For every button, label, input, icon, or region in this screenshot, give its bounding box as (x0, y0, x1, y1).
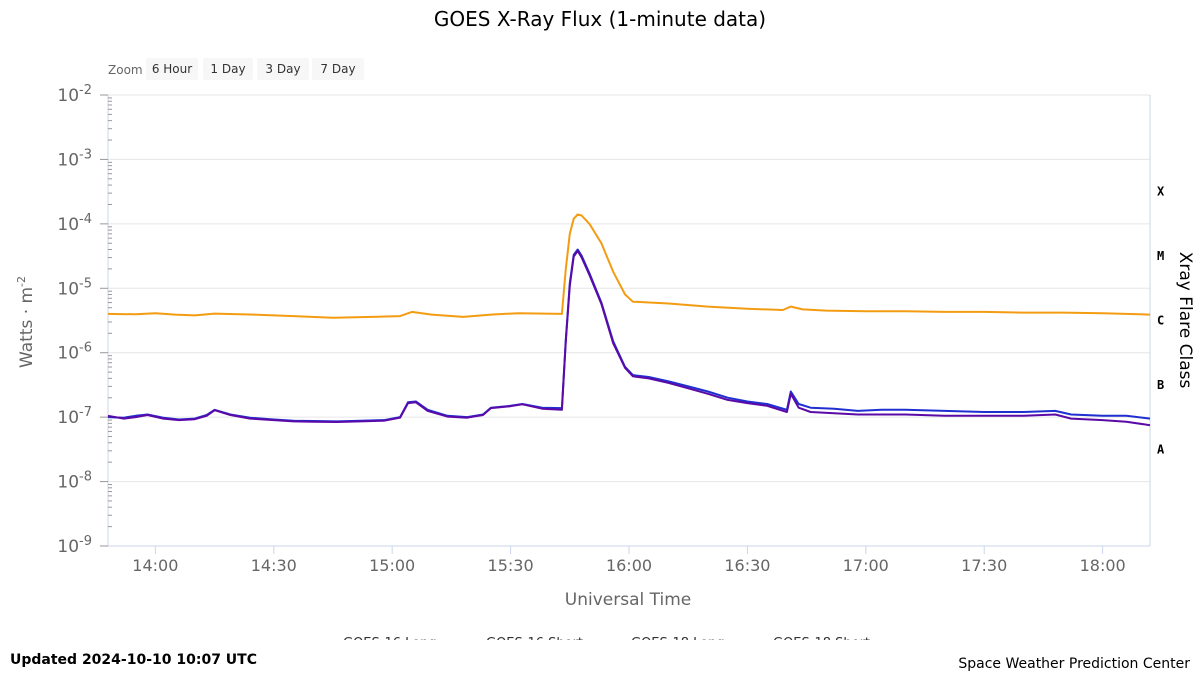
y-tick-exponent: -5 (79, 276, 92, 291)
x-tick-label: 14:00 (132, 556, 178, 575)
series-lines (107, 213, 1151, 427)
y-tick-label: 10-4 (57, 212, 92, 235)
legend-label: GOES-16 Short (486, 636, 583, 640)
y-tick-mantissa: 10 (57, 473, 79, 493)
x-tick-label: 14:30 (251, 556, 297, 575)
zoom-button-bg (312, 58, 364, 80)
legend-item-goes-16-long[interactable]: GOES-16 Long (323, 636, 437, 640)
y-tick-mantissa: 10 (57, 537, 79, 557)
y-axis-label-exp: -2 (15, 276, 28, 287)
y-tick-exponent: -7 (79, 405, 92, 420)
y-tick-mantissa: 10 (57, 408, 79, 428)
y-tick-exponent: -9 (79, 534, 92, 549)
y2-axis-label-group: Xray Flare Class (1175, 252, 1195, 389)
y-tick-label: 10-6 (57, 341, 92, 364)
y-tick-label: 10-3 (57, 147, 92, 170)
plot-grid (107, 94, 1151, 547)
zoom-3-day-button[interactable]: 3 Day (257, 58, 309, 80)
x-tick-label: 17:30 (961, 556, 1007, 575)
credit-text: Space Weather Prediction Center (958, 656, 1190, 672)
zoom-7-day-button[interactable]: 7 Day (312, 58, 364, 80)
chart: GOES X-Ray Flux (1-minute data) Zoom 6 H… (15, 7, 1195, 640)
x-axis-label: Universal Time (565, 590, 691, 610)
flare-class-x-label: X (1157, 185, 1165, 199)
y2-axis-label: Xray Flare Class (1175, 252, 1195, 389)
flare-class-b-label: B (1157, 378, 1164, 392)
zoom-button-label: 7 Day (320, 62, 355, 76)
legend-label: GOES-18 Short (773, 636, 870, 640)
flare-class-a-label: A (1157, 442, 1165, 456)
x-tick-label: 15:30 (488, 556, 534, 575)
y-tick-label: 10-5 (57, 276, 92, 299)
plot-area (108, 95, 1150, 546)
x-tick-label: 16:00 (606, 556, 652, 575)
x-tick-label: 16:30 (724, 556, 770, 575)
chart-title: GOES X-Ray Flux (1-minute data) (434, 7, 766, 31)
flare-class-labels: X M C B A (1157, 185, 1165, 457)
zoom-label: Zoom (108, 63, 143, 77)
zoom-controls: Zoom 6 Hour 1 Day 3 Day 7 Day (108, 58, 364, 80)
zoom-button-bg (257, 58, 309, 80)
updated-timestamp: Updated 2024-10-10 10:07 UTC (10, 652, 257, 668)
legend-item-goes-18-short[interactable]: GOES-18 Short (753, 636, 870, 640)
flare-class-m-label: M (1157, 249, 1164, 263)
zoom-6-hour-button[interactable]: 6 Hour (146, 58, 198, 80)
legend-label: GOES-18 Long (631, 636, 725, 640)
x-axis-ticks: 14:00 14:30 15:00 15:30 16:00 16:30 17:00 17:30… (132, 546, 1126, 575)
y-tick-exponent: -3 (79, 147, 92, 162)
y-tick-label: 10-7 (57, 405, 92, 428)
zoom-1-day-button[interactable]: 1 Day (203, 58, 253, 80)
y-tick-label: 10-8 (57, 470, 92, 493)
zoom-button-bg (146, 58, 198, 80)
legend: GOES-16 Long GOES-16 Short GOES-18 Long GOE… (323, 636, 870, 640)
x-tick-label: 18:00 (1080, 556, 1126, 575)
y-tick-mantissa: 10 (57, 150, 79, 170)
legend-item-goes-16-short[interactable]: GOES-16 Short (466, 636, 583, 640)
y-tick-label: 10-2 (57, 83, 92, 106)
legend-label: GOES-16 Long (343, 636, 437, 640)
y-tick-mantissa: 10 (57, 344, 79, 364)
zoom-button-label: 6 Hour (152, 62, 192, 76)
y-axis-label-group: Watts · m-2 (15, 276, 37, 368)
x-tick-label: 15:00 (369, 556, 415, 575)
y-tick-label: 10-9 (57, 534, 92, 557)
x-tick-label: 17:00 (843, 556, 889, 575)
y-tick-mantissa: 10 (57, 86, 79, 106)
y-tick-exponent: -4 (79, 212, 92, 227)
zoom-button-bg (203, 58, 253, 80)
y-tick-exponent: -8 (79, 470, 92, 485)
y-tick-mantissa: 10 (57, 279, 79, 299)
zoom-button-label: 1 Day (210, 62, 245, 76)
series-line-goes-18-short (107, 249, 1151, 427)
legend-item-goes-18-long[interactable]: GOES-18 Long (611, 636, 725, 640)
y-tick-exponent: -6 (79, 341, 92, 356)
y-axis-label-text: Watts · m (17, 287, 37, 368)
y-axis-ticks: 10-210-310-410-510-610-710-810-9 (57, 83, 108, 557)
zoom-button-label: 3 Day (265, 62, 300, 76)
y-axis-label: Watts · m-2 (15, 276, 37, 368)
y-tick-mantissa: 10 (57, 215, 79, 235)
flare-class-c-label: C (1157, 314, 1164, 328)
series-line-goes-18-long (107, 213, 1151, 319)
y-tick-exponent: -2 (79, 83, 92, 98)
